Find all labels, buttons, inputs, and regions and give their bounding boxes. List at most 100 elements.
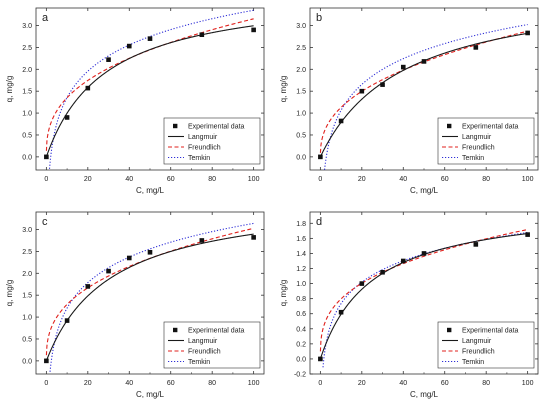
- legend-label: Freundlich: [462, 145, 495, 152]
- x-tick-label: 0: [44, 176, 48, 183]
- x-tick-label: 100: [248, 380, 260, 387]
- x-tick-label: 40: [399, 380, 407, 387]
- experimental-point: [525, 232, 530, 237]
- experimental-point: [421, 59, 427, 64]
- experimental-point: [525, 30, 530, 36]
- temkin-fit-line: [324, 24, 528, 170]
- experimental-point: [64, 115, 70, 120]
- experimental-point: [44, 358, 49, 364]
- legend-label: Temkin: [462, 359, 484, 366]
- legend-label: Freundlich: [462, 349, 495, 356]
- x-tick-label: 80: [208, 380, 216, 387]
- y-axis-label: q, mg/g: [279, 280, 288, 307]
- x-tick-label: 40: [125, 380, 133, 387]
- x-axis-label: C, mg/L: [136, 186, 165, 195]
- y-tick-label: 0.8: [296, 296, 306, 303]
- y-axis-label: q, mg/g: [5, 76, 14, 103]
- y-tick-label: 1.5: [22, 293, 32, 300]
- experimental-point: [380, 269, 385, 275]
- y-tick-label: 0.0: [296, 356, 306, 363]
- panel-label: c: [42, 216, 48, 228]
- legend-label: Langmuir: [462, 338, 492, 345]
- y-tick-label: 2.5: [22, 249, 32, 256]
- y-tick-label: 2.0: [22, 271, 32, 278]
- y-tick-label: -0.2: [294, 372, 306, 379]
- experimental-point: [85, 284, 91, 289]
- panel-label: a: [42, 12, 49, 24]
- legend-label: Langmuir: [188, 134, 218, 141]
- legend-box: [163, 117, 261, 165]
- y-axis-label: q, mg/g: [279, 76, 288, 103]
- legend-marker-experimental: [173, 123, 178, 129]
- y-tick-label: 1.8: [296, 221, 306, 228]
- panel-label: b: [316, 12, 322, 24]
- y-tick-label: 0.2: [296, 341, 306, 348]
- y-tick-label: 1.5: [296, 89, 306, 96]
- experimental-point: [380, 82, 385, 87]
- x-tick-label: 20: [84, 176, 92, 183]
- x-tick-label: 60: [441, 380, 449, 387]
- x-tick-label: 60: [441, 176, 449, 183]
- y-tick-label: 1.5: [22, 89, 32, 96]
- y-tick-label: 0.0: [296, 154, 306, 161]
- y-tick-label: 0.5: [22, 336, 32, 343]
- experimental-point: [126, 255, 132, 261]
- y-tick-label: 0.5: [296, 132, 306, 139]
- legend-box: [437, 321, 535, 369]
- legend-marker-experimental: [447, 123, 452, 129]
- experimental-point: [199, 32, 205, 38]
- experimental-point: [106, 268, 111, 274]
- x-tick-label: 20: [358, 380, 366, 387]
- y-tick-label: 0.6: [296, 311, 306, 318]
- legend-label: Experimental data: [188, 328, 245, 335]
- langmuir-fit-line: [45, 233, 254, 361]
- chart-panel-d: d 0 20 40 60 80 100 -0.2 0.0 0.2 0.4 0.6 0.8 1.0 1.2 1.…: [279, 211, 539, 399]
- y-tick-label: 1.6: [296, 236, 306, 243]
- y-tick-label: 2.0: [22, 67, 32, 74]
- x-tick-label: 20: [84, 380, 92, 387]
- experimental-point: [44, 154, 49, 160]
- legend-label: Freundlich: [188, 349, 221, 356]
- x-tick-label: 80: [208, 176, 216, 183]
- experimental-point: [147, 249, 153, 255]
- legend-box: [437, 117, 535, 165]
- legend-label: Experimental data: [462, 124, 519, 131]
- legend-marker-experimental: [173, 327, 178, 333]
- y-tick-label: 0.0: [22, 358, 32, 365]
- x-tick-label: 60: [167, 176, 175, 183]
- experimental-point: [400, 258, 406, 264]
- experimental-point: [338, 309, 344, 315]
- x-axis-label: C, mg/L: [410, 186, 439, 195]
- y-tick-label: 2.5: [296, 45, 306, 52]
- y-tick-label: 3.0: [22, 227, 32, 234]
- x-tick-label: 0: [44, 380, 48, 387]
- experimental-point: [251, 27, 256, 33]
- experimental-point: [64, 318, 70, 323]
- y-tick-label: 1.2: [296, 266, 306, 273]
- freundlich-fit-line: [45, 18, 254, 151]
- y-tick-label: 0.0: [22, 154, 32, 161]
- x-tick-label: 40: [125, 176, 133, 183]
- legend-label: Langmuir: [188, 338, 218, 345]
- y-tick-label: 0.5: [22, 132, 32, 139]
- experimental-point: [147, 36, 153, 41]
- legend-label: Langmuir: [462, 134, 492, 141]
- experimental-point: [473, 45, 479, 50]
- y-tick-label: 0.4: [296, 326, 306, 333]
- legend-label: Experimental data: [462, 328, 519, 335]
- y-tick-label: 1.0: [22, 111, 32, 118]
- legend-label: Freundlich: [188, 145, 221, 152]
- legend-label: Temkin: [462, 155, 484, 162]
- legend-label: Experimental data: [188, 124, 245, 131]
- experimental-point: [359, 88, 365, 94]
- experimental-point: [318, 356, 323, 362]
- y-axis-label: q, mg/g: [5, 280, 14, 307]
- chart-panel-b: b 0 20 40 60 80 100 0.0 0.5 1.0 1.5 2.0 2.5 3.0 C, mg/…: [279, 7, 539, 195]
- y-tick-label: 1.0: [296, 111, 306, 118]
- chart-panel-a: a 0 20 40 60 80 100 0.0 0.5 1.0 1.5 2.0 2.5 3.0 C, mg/…: [5, 7, 265, 195]
- x-tick-label: 100: [522, 176, 534, 183]
- experimental-point: [421, 251, 427, 256]
- experimental-point: [251, 235, 256, 240]
